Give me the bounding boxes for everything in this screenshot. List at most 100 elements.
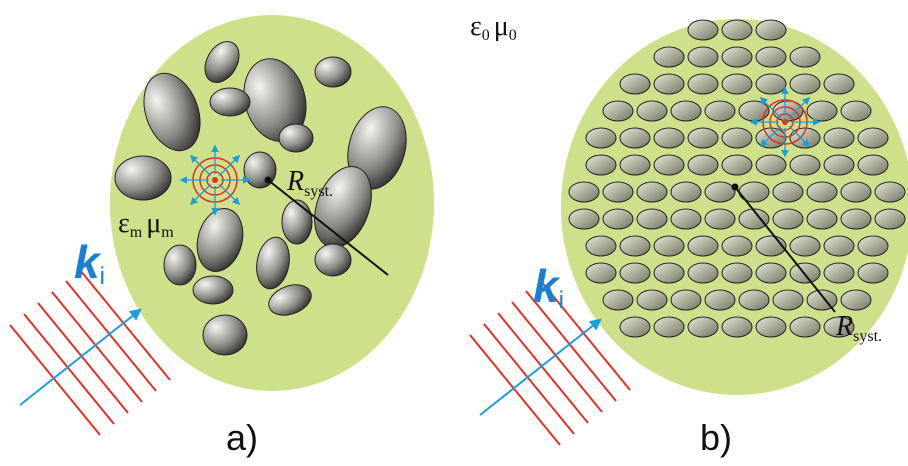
r-symbol: R xyxy=(286,166,304,197)
grain xyxy=(704,208,736,230)
outer-medium-label: ε0 μ0 xyxy=(470,11,517,44)
grain xyxy=(687,127,719,149)
radius-line xyxy=(734,186,836,313)
grain xyxy=(568,181,600,203)
grain xyxy=(687,46,719,68)
grain xyxy=(806,289,838,311)
grain xyxy=(653,127,685,149)
grain xyxy=(738,208,770,230)
wavefront xyxy=(539,279,631,391)
grain xyxy=(721,127,753,149)
grain xyxy=(636,289,668,311)
grain xyxy=(789,46,821,68)
radius-label: Rsyst. xyxy=(286,166,333,200)
grain xyxy=(789,73,821,95)
grain xyxy=(619,154,651,176)
k-sub: i xyxy=(100,263,105,290)
grain xyxy=(840,208,872,230)
grain xyxy=(857,127,889,149)
wavefront xyxy=(525,290,617,402)
grain xyxy=(602,100,634,122)
wavefront xyxy=(51,291,143,403)
grain xyxy=(772,289,804,311)
r-sub: syst. xyxy=(853,328,882,345)
eps-sub: m xyxy=(130,224,143,241)
grain xyxy=(789,316,821,338)
grain xyxy=(823,127,855,149)
grain xyxy=(823,262,855,284)
grain xyxy=(687,235,719,257)
grain xyxy=(721,316,753,338)
grain xyxy=(114,155,172,201)
grain xyxy=(738,289,770,311)
panel-label: b) xyxy=(700,417,732,458)
radiation-arrow xyxy=(788,96,811,119)
grain xyxy=(721,262,753,284)
radiation-arrow xyxy=(788,125,811,148)
wavefront xyxy=(65,280,157,392)
grain xyxy=(204,41,240,83)
grain xyxy=(202,314,248,356)
grain xyxy=(857,154,889,176)
grain xyxy=(823,316,855,338)
grain xyxy=(755,46,787,68)
grain xyxy=(704,289,736,311)
grain xyxy=(143,72,201,152)
grain xyxy=(619,316,651,338)
grain xyxy=(755,154,787,176)
radius-line xyxy=(267,179,389,276)
center-dot xyxy=(731,183,739,191)
grain xyxy=(721,235,753,257)
radiation-arrow xyxy=(189,183,212,206)
grain xyxy=(840,100,872,122)
grain xyxy=(209,87,251,117)
grain xyxy=(163,244,197,286)
mu-sub: m xyxy=(161,224,174,241)
grain xyxy=(585,127,617,149)
grain xyxy=(687,19,719,41)
grain xyxy=(874,208,906,230)
grain xyxy=(192,275,234,305)
grain xyxy=(704,100,736,122)
wave-vector xyxy=(479,318,602,416)
grain xyxy=(687,316,719,338)
wavefront xyxy=(79,269,171,381)
grain xyxy=(314,56,352,88)
grain xyxy=(874,181,906,203)
grain xyxy=(721,154,753,176)
wavefront xyxy=(23,313,115,425)
grain xyxy=(653,316,685,338)
grain xyxy=(772,208,804,230)
grain xyxy=(278,123,314,153)
grain xyxy=(687,73,719,95)
grain xyxy=(721,73,753,95)
grain xyxy=(687,262,719,284)
grain xyxy=(636,181,668,203)
grain xyxy=(653,154,685,176)
grain xyxy=(721,19,753,41)
mu: μ xyxy=(494,11,509,42)
eps: ε xyxy=(470,11,482,42)
wave-label: ki xyxy=(74,236,105,290)
mu: μ xyxy=(146,208,161,239)
radiation-arrow xyxy=(218,154,241,177)
radiation-arrow xyxy=(759,125,782,148)
wave-vector xyxy=(19,308,142,406)
wave-label: ki xyxy=(533,260,564,314)
grain xyxy=(755,316,787,338)
grain xyxy=(789,154,821,176)
panel-a xyxy=(110,15,434,391)
k-sub: i xyxy=(559,287,564,314)
grain xyxy=(619,262,651,284)
grain xyxy=(585,262,617,284)
radiation-arrow xyxy=(759,96,782,119)
grain xyxy=(314,243,352,277)
grain xyxy=(670,289,702,311)
grain xyxy=(823,235,855,257)
k-symbol: k xyxy=(533,260,561,312)
grain xyxy=(806,208,838,230)
grain xyxy=(602,208,634,230)
grain xyxy=(268,284,312,316)
grain xyxy=(653,235,685,257)
grain xyxy=(636,100,668,122)
